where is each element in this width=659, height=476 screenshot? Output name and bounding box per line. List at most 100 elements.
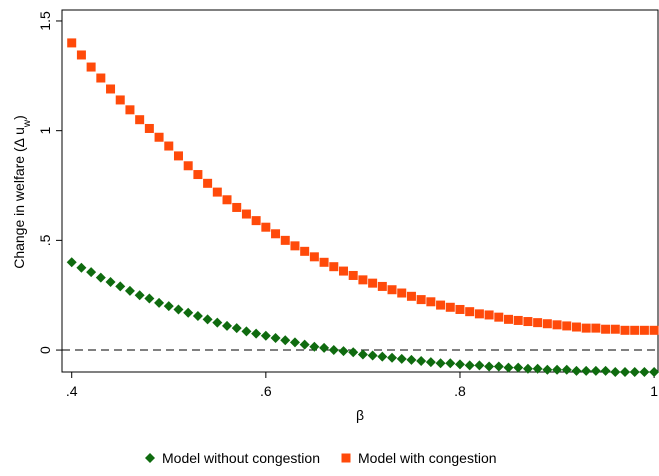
point: [76, 262, 87, 273]
point: [571, 322, 581, 332]
point: [630, 325, 640, 335]
point: [212, 317, 223, 328]
point: [562, 321, 572, 331]
point: [289, 337, 300, 348]
point: [435, 358, 446, 369]
point: [464, 360, 475, 371]
y-axis-label: Change in welfare (Δ uw): [11, 115, 33, 269]
point: [542, 319, 552, 329]
point: [619, 367, 630, 377]
point: [561, 364, 572, 375]
point: [183, 161, 193, 171]
y-label-text: Change in welfare (Δ u: [11, 127, 27, 269]
point: [533, 318, 543, 328]
point: [357, 349, 368, 360]
point: [95, 272, 106, 283]
point: [76, 50, 86, 60]
point: [222, 320, 233, 331]
x-tick-label: .6: [260, 383, 272, 399]
x-tick-label: .4: [66, 383, 78, 399]
point: [164, 141, 174, 151]
y-tick-label: 0: [37, 346, 53, 354]
point: [571, 365, 582, 376]
point: [290, 241, 300, 251]
point: [368, 278, 378, 288]
x-tick-label: 1: [650, 383, 658, 399]
point: [154, 297, 165, 308]
y-tick-label: 1: [37, 127, 53, 135]
point: [503, 362, 514, 373]
point: [135, 115, 145, 125]
legend: Model without congestion Model with conge…: [162, 450, 497, 466]
point: [231, 323, 242, 334]
point: [523, 317, 533, 327]
point: [134, 290, 145, 301]
point: [465, 307, 475, 317]
legend-marker: [145, 453, 155, 463]
point: [532, 363, 543, 374]
point: [406, 291, 416, 301]
point: [358, 275, 368, 285]
point: [280, 335, 291, 346]
point: [86, 267, 97, 278]
point: [416, 295, 426, 305]
y-label-sub: w: [22, 119, 33, 128]
point: [202, 314, 213, 325]
point: [222, 195, 232, 205]
point: [542, 364, 553, 375]
point: [241, 209, 251, 219]
point: [600, 365, 611, 376]
point: [251, 216, 261, 226]
point: [163, 301, 174, 312]
y-label-text: ): [11, 115, 27, 120]
point: [241, 326, 252, 337]
point: [106, 84, 116, 94]
point: [96, 73, 106, 83]
point: [436, 300, 446, 310]
point: [270, 332, 281, 343]
point: [154, 132, 164, 142]
point: [66, 257, 77, 268]
point: [144, 293, 155, 304]
y-tick-label: .5: [37, 234, 53, 246]
point: [406, 354, 417, 365]
point: [125, 105, 135, 115]
legend-label: Model without congestion: [162, 450, 320, 466]
point: [620, 325, 630, 335]
point: [455, 304, 465, 314]
point: [504, 314, 514, 324]
point: [173, 151, 183, 161]
point: [387, 352, 398, 363]
point: [445, 302, 455, 312]
point: [348, 270, 358, 280]
point: [319, 257, 329, 267]
point: [426, 297, 436, 307]
point: [474, 309, 484, 319]
point: [300, 246, 310, 256]
point: [203, 178, 213, 188]
point: [591, 323, 601, 333]
point: [396, 353, 407, 364]
point: [484, 361, 495, 372]
point: [280, 235, 290, 245]
legend-marker: [341, 453, 351, 463]
point: [67, 38, 77, 48]
legend-label: Model with congestion: [358, 450, 497, 466]
point: [212, 187, 222, 197]
point: [416, 356, 427, 367]
point: [474, 360, 485, 371]
point: [338, 346, 349, 357]
point: [271, 229, 281, 239]
point: [144, 123, 154, 133]
point: [610, 324, 620, 334]
point: [629, 367, 640, 377]
point: [639, 325, 649, 335]
point: [105, 277, 116, 288]
point: [377, 351, 388, 362]
point: [124, 285, 135, 296]
point: [377, 281, 387, 291]
point: [367, 350, 378, 361]
point: [183, 307, 194, 318]
point: [309, 341, 320, 352]
